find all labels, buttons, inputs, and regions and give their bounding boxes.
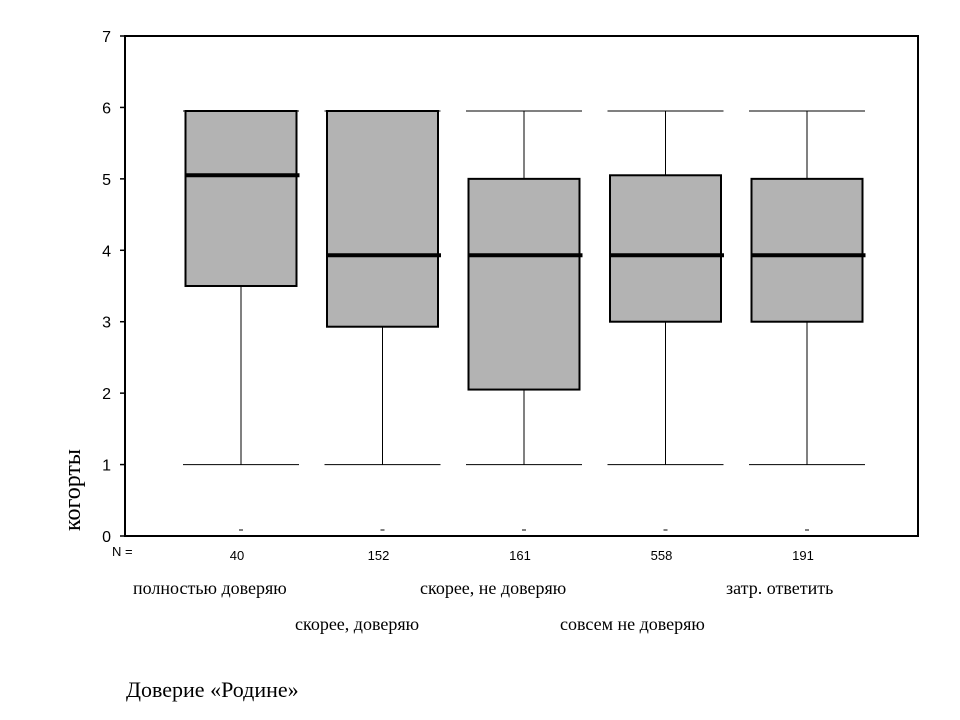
n-value: 152 — [368, 548, 390, 563]
category-label: полностью доверяю — [133, 578, 287, 598]
box-group — [466, 110, 583, 466]
n-label: N = — [112, 544, 133, 559]
n-value: 191 — [792, 548, 814, 563]
box-group — [183, 110, 300, 466]
y-tick-label: 1 — [102, 458, 111, 475]
box-group — [607, 110, 724, 466]
n-value: 40 — [230, 548, 244, 563]
n-value: 558 — [651, 548, 673, 563]
box-group — [324, 110, 441, 466]
iqr-box — [750, 177, 864, 323]
y-tick-label: 5 — [102, 172, 111, 189]
x-axis-label: Доверие «Родине» — [126, 677, 299, 702]
y-axis: 0 1 2 3 4 5 6 7 — [102, 29, 125, 546]
category-label: совсем не доверяю — [560, 614, 705, 634]
y-tick-label: 3 — [102, 315, 111, 332]
y-tick-label: 4 — [102, 243, 111, 260]
y-tick-label: 7 — [102, 29, 111, 46]
iqr-box — [326, 110, 439, 328]
x-axis: 40 полностью доверяю 152 скорее, доверяю 161… — [133, 529, 833, 634]
iqr-box — [467, 177, 581, 391]
category-label: скорее, не доверяю — [420, 578, 566, 598]
iqr-box — [609, 174, 722, 323]
y-tick-label: 2 — [102, 386, 111, 403]
boxes — [183, 110, 866, 466]
box-group — [749, 110, 866, 466]
y-tick-label: 6 — [102, 100, 111, 117]
category-label: затр. ответить — [726, 578, 833, 598]
plot-frame — [124, 35, 919, 537]
iqr-box — [184, 110, 298, 287]
y-tick-label: 0 — [102, 529, 111, 546]
n-value: 161 — [509, 548, 531, 563]
category-label: скорее, доверяю — [295, 614, 419, 634]
y-axis-label: когорты — [60, 449, 86, 531]
